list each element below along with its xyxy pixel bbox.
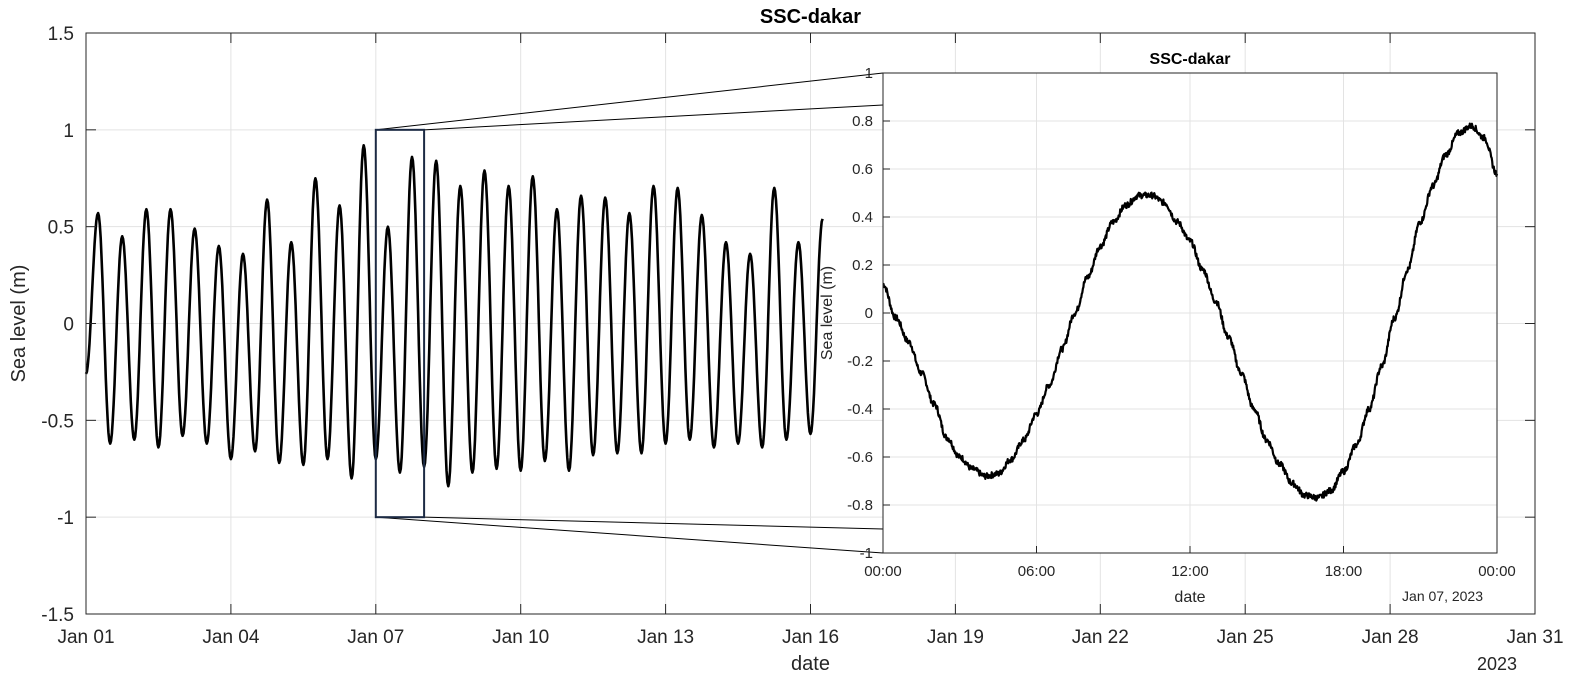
main-x-tick-label: Jan 16: [782, 627, 839, 648]
inset-y-tick-label: 0.4: [852, 209, 873, 226]
inset-series: [882, 122, 1499, 502]
main-y-tick-label: -1: [57, 508, 74, 529]
zoom-indicator: [374, 72, 884, 554]
inset-x-tick-label: 00:00: [1478, 563, 1516, 580]
inset-y-axis-label: Sea level (m): [819, 266, 836, 360]
main-x-tick-label: Jan 04: [202, 627, 259, 648]
inset-series-line: [882, 122, 1499, 502]
main-x-secondary-label: 2023: [1477, 654, 1517, 674]
inset-y-tick-label: -0.6: [847, 449, 873, 466]
main-y-tick-label: 0: [63, 315, 74, 336]
inset-y-tick-label: 0.6: [852, 161, 873, 178]
inset-y-tick-label: -0.8: [847, 497, 873, 514]
inset-y-tick-label: 0: [865, 305, 873, 322]
inset-y-tick-label: -0.2: [847, 353, 873, 370]
zoom-connector: [424, 516, 884, 530]
inset-y-tick-label: -0.4: [847, 401, 873, 418]
main-x-tick-label: Jan 31: [1506, 627, 1563, 648]
inset-x-secondary-label: Jan 07, 2023: [1402, 588, 1483, 604]
main-x-tick-label: Jan 25: [1217, 627, 1274, 648]
zoom-box: [374, 128, 426, 519]
main-series-line: [84, 144, 824, 488]
main-x-tick-label: Jan 28: [1362, 627, 1419, 648]
zoom-connector: [424, 104, 884, 131]
main-series: [84, 144, 824, 488]
zoom-connector: [375, 516, 884, 554]
main-x-tick-label: Jan 07: [347, 627, 404, 648]
main-x-tick-label: Jan 10: [492, 627, 549, 648]
inset-y-tick-label: 0.8: [852, 113, 873, 130]
inset-chart: 00:00 06:00 12:00 18:00 00:00-1-0.8-0.6-0.4-…: [819, 51, 1516, 606]
main-ticks: Jan 01 Jan 04 Jan 07 Jan 10 Jan 13 Jan 16 Jan …: [41, 24, 1563, 648]
main-y-tick-label: 1.5: [48, 24, 74, 45]
main-x-tick-label: Jan 19: [927, 627, 984, 648]
inset-title: SSC-dakar: [1150, 51, 1231, 68]
inset-grid: [882, 72, 1498, 554]
inset-ticks: 00:00 06:00 12:00 18:00 00:00-1-0.8-0.6-0.4-…: [847, 65, 1516, 580]
inset-x-tick-label: 06:00: [1018, 563, 1056, 580]
main-x-tick-label: Jan 22: [1072, 627, 1129, 648]
inset-x-tick-label: 18:00: [1325, 563, 1363, 580]
main-y-axis-label: Sea level (m): [8, 265, 30, 383]
main-y-tick-label: -0.5: [41, 411, 74, 432]
main-x-tick-label: Jan 01: [57, 627, 114, 648]
inset-x-tick-label: 12:00: [1171, 563, 1209, 580]
inset-x-tick-label: 00:00: [864, 563, 902, 580]
inset-y-tick-label: -1: [860, 545, 873, 562]
zoom-connector: [375, 72, 884, 131]
inset-x-axis-label: date: [1174, 589, 1205, 606]
main-x-axis-label: date: [791, 653, 830, 675]
inset-y-tick-label: 0.2: [852, 257, 873, 274]
main-y-tick-label: 0.5: [48, 218, 74, 239]
inset-y-tick-label: 1: [865, 65, 873, 82]
main-y-tick-label: 1: [63, 121, 74, 142]
main-y-tick-label: -1.5: [41, 605, 74, 626]
main-x-tick-label: Jan 13: [637, 627, 694, 648]
main-title: SSC-dakar: [760, 6, 861, 28]
